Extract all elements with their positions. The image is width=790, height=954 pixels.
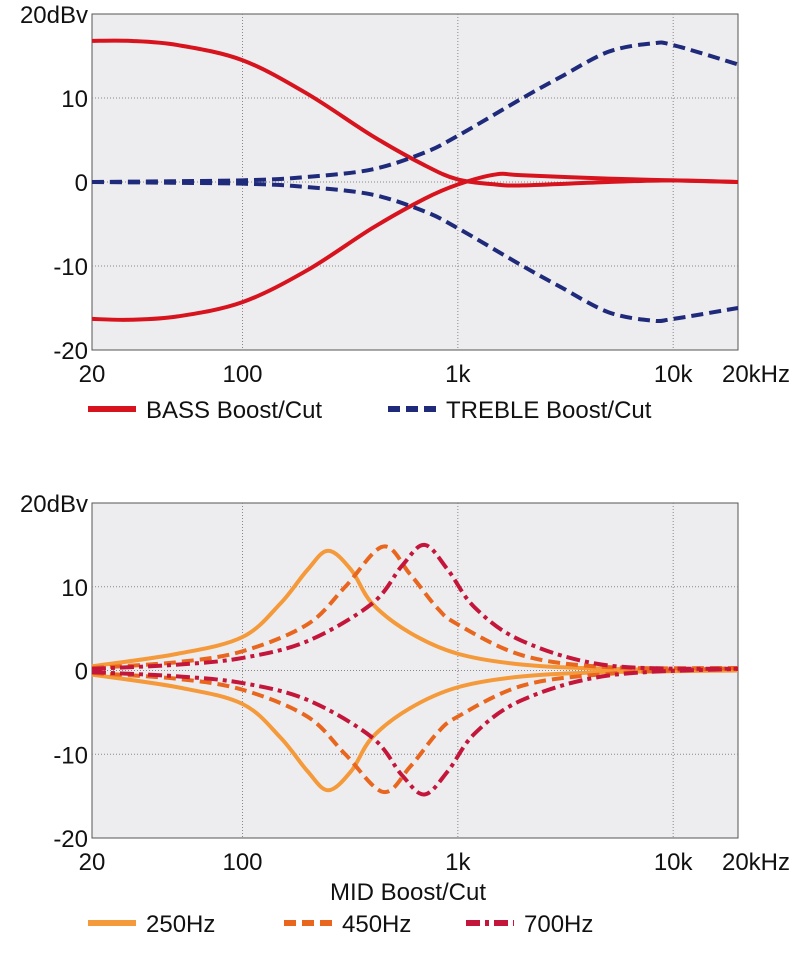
x-tick-label: 1k	[445, 361, 471, 388]
x-tick-label: 100	[222, 361, 262, 388]
series-line-700hz-4	[91, 542, 739, 671]
legend-label: BASS Boost/Cut	[146, 397, 322, 424]
x-tick-label: 10k	[654, 361, 694, 388]
series-line-bass-boost-cut-0	[91, 38, 739, 188]
x-axis-label: MID Boost/Cut	[330, 879, 486, 906]
y-tick-label: 10	[61, 575, 88, 602]
x-tick-label: 100	[222, 849, 262, 876]
x-tick-label: 20	[79, 849, 106, 876]
x-tick-label: 10k	[654, 849, 694, 876]
y-tick-label: -10	[53, 254, 88, 281]
series-line-450hz-3	[91, 665, 739, 794]
legend-label: 450Hz	[342, 911, 411, 938]
legend-label: 700Hz	[524, 911, 593, 938]
y-tick-label: 0	[75, 170, 88, 197]
y-tick-label: 0	[75, 659, 88, 686]
series-line-treble-boost-cut-3	[91, 180, 739, 324]
y-tick-label: -10	[53, 742, 88, 769]
series-line-250hz-1	[91, 668, 739, 793]
legend-label: 250Hz	[146, 911, 215, 938]
y-tick-label: -20	[53, 826, 88, 853]
x-tick-label: 1k	[445, 849, 471, 876]
series-line-treble-boost-cut-2	[91, 40, 739, 184]
x-tick-label: 20	[79, 361, 106, 388]
legend-label: TREBLE Boost/Cut	[446, 397, 652, 424]
x-tick-label: 20kHz	[722, 849, 790, 876]
series-line-450hz-2	[91, 544, 739, 671]
series-line-bass-boost-cut-1	[91, 171, 739, 322]
x-tick-label: 20kHz	[722, 361, 790, 388]
y-tick-label: -20	[53, 338, 88, 365]
y-tick-label: 20dBv	[20, 2, 88, 29]
y-tick-label: 20dBv	[20, 491, 88, 518]
y-tick-label: 10	[61, 86, 88, 113]
